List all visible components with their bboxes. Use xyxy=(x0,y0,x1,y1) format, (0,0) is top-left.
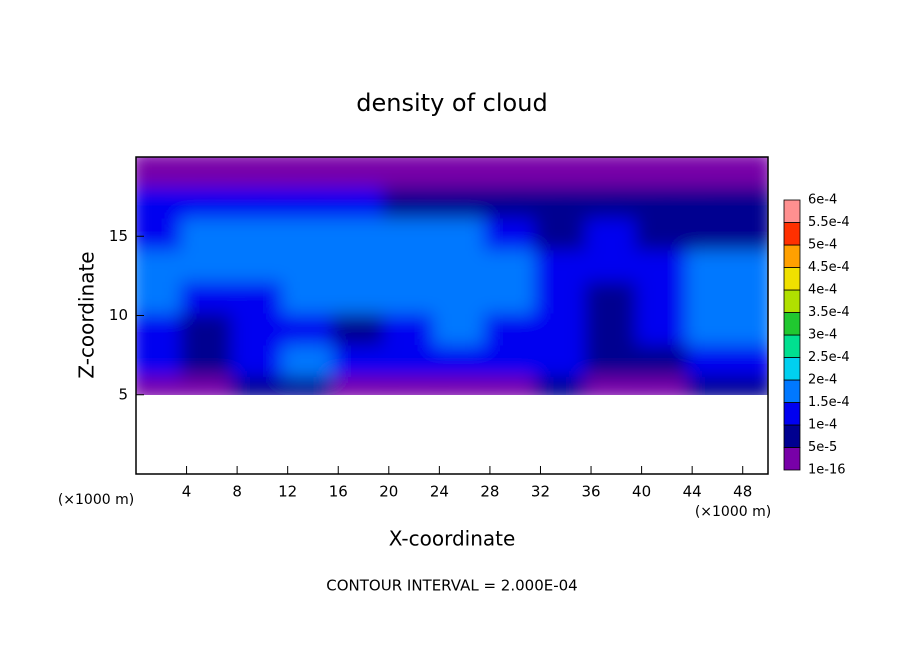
x-tick-label: 32 xyxy=(531,483,550,501)
colorbar-box xyxy=(783,334,801,358)
colorbar-box xyxy=(783,402,801,426)
colorbar-label: 3.5e-4 xyxy=(808,305,850,320)
colorbar-box xyxy=(783,447,801,471)
colorbar-label: 5e-5 xyxy=(808,440,837,455)
field-cell xyxy=(686,157,768,187)
colorbar-box xyxy=(783,222,801,246)
x-tick-label: 48 xyxy=(733,483,752,501)
field-cells xyxy=(136,157,768,395)
colorbar-box xyxy=(783,357,801,381)
chart-title: density of cloud xyxy=(356,89,547,117)
colorbar-label: 6e-4 xyxy=(808,193,837,208)
colorbar-label: 2.5e-4 xyxy=(808,350,850,365)
colorbar-box xyxy=(783,244,801,268)
x-tick-label: 40 xyxy=(632,483,651,501)
colorbar-box xyxy=(783,267,801,291)
colorbar-box xyxy=(783,289,801,313)
annotation: CONTOUR INTERVAL = 2.000E-04 xyxy=(326,577,577,595)
colorbar-box xyxy=(783,312,801,336)
colorbar-label: 5.5e-4 xyxy=(808,215,850,230)
colorbar-label: 1e-16 xyxy=(808,463,846,478)
y-tick-label: 15 xyxy=(109,227,128,245)
colorbar-label: 2e-4 xyxy=(808,373,837,388)
colorbar-label: 3e-4 xyxy=(808,328,837,343)
x-tick-label: 24 xyxy=(430,483,449,501)
x-tick-label: 16 xyxy=(329,483,348,501)
x-tick-label: 36 xyxy=(581,483,600,501)
field xyxy=(136,157,768,395)
colorbar-label: 4.5e-4 xyxy=(808,260,850,275)
colorbar-box xyxy=(783,424,801,448)
colorbar-box xyxy=(783,199,801,223)
colorbar-box xyxy=(783,379,801,403)
x-tick-label: 8 xyxy=(232,483,242,501)
x-tick-label: 20 xyxy=(379,483,398,501)
y-axis-label: Z-coordinate xyxy=(75,251,99,378)
x-axis-label: X-coordinate xyxy=(389,527,516,551)
y-tick-label: 10 xyxy=(109,306,128,324)
y-tick-label: 5 xyxy=(118,385,128,403)
x-tick-label: 4 xyxy=(182,483,192,501)
y-unit: (×1000 m) xyxy=(58,492,134,508)
colorbar-label: 1.5e-4 xyxy=(808,395,850,410)
colorbar-label: 4e-4 xyxy=(808,283,837,298)
colorbar-label: 5e-4 xyxy=(808,238,837,253)
x-tick-label: 12 xyxy=(278,483,297,501)
x-tick-label: 44 xyxy=(683,483,702,501)
x-unit: (×1000 m) xyxy=(695,504,771,520)
colorbar-label: 1e-4 xyxy=(808,418,837,433)
x-tick-label: 28 xyxy=(480,483,499,501)
